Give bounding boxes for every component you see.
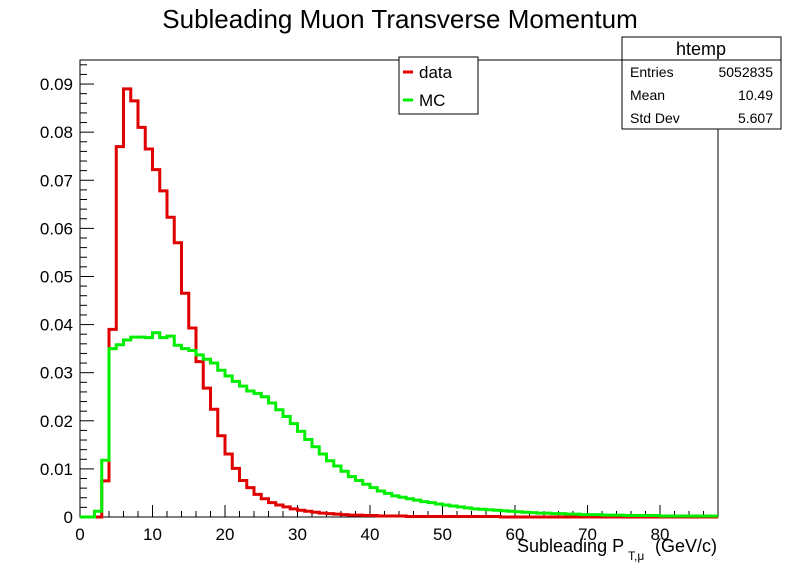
x-axis-label-subscript: T,μ <box>628 549 644 563</box>
x-tick-label: 0 <box>75 525 84 544</box>
stats-value-entries: 5052835 <box>718 64 773 80</box>
y-tick-labels: 0 0.01 0.02 0.03 0.04 0.05 0.06 0.07 0.08 0.09 <box>40 75 73 527</box>
y-tick-label: 0.02 <box>40 412 73 431</box>
stats-box-frame <box>621 36 782 130</box>
x-axis-label-unit: (GeV/c) <box>655 536 717 556</box>
x-tick-label: 50 <box>433 525 452 544</box>
stats-value-mean: 10.49 <box>738 87 773 103</box>
series-line-data <box>80 87 718 519</box>
x-tick-label: 10 <box>143 525 162 544</box>
series-layer <box>80 87 718 519</box>
x-tick-label: 80 <box>651 525 670 544</box>
x-tick-label: 70 <box>578 525 597 544</box>
legend-label-mc: MC <box>419 91 445 110</box>
x-tick-label: 30 <box>288 525 307 544</box>
x-axis-label-main: Subleading P <box>517 536 624 556</box>
x-tick-labels: 0 10 20 30 40 50 60 70 80 <box>75 525 669 544</box>
legend-box <box>398 56 479 115</box>
y-tick-label: 0.01 <box>40 460 73 479</box>
y-tick-label: 0.08 <box>40 123 73 142</box>
y-tick-label: 0.09 <box>40 75 73 94</box>
stats-label-stddev: Std Dev <box>630 110 680 126</box>
x-tick-label: 60 <box>506 525 525 544</box>
x-axis-label: Subleading P <box>517 536 624 556</box>
stats-label-mean: Mean <box>630 87 665 103</box>
x-tick-label: 20 <box>216 525 235 544</box>
y-tick-label: 0.03 <box>40 364 73 383</box>
stats-box-title: htemp <box>676 39 726 59</box>
y-tick-label: 0 <box>64 508 73 527</box>
legend: data MC <box>398 56 479 115</box>
y-tick-label: 0.06 <box>40 219 73 238</box>
x-tick-label: 40 <box>361 525 380 544</box>
stats-box: htemp Entries 5052835 Mean 10.49 Std Dev… <box>621 36 782 130</box>
axis-ticks <box>79 64 719 518</box>
y-tick-label: 0.05 <box>40 267 73 286</box>
series-line-mc <box>80 331 718 519</box>
y-tick-label: 0.04 <box>40 316 73 335</box>
y-tick-label: 0.07 <box>40 171 73 190</box>
chart-title: Subleading Muon Transverse Momentum <box>162 4 637 34</box>
legend-label-data: data <box>419 63 453 82</box>
stats-label-entries: Entries <box>630 64 674 80</box>
stats-value-stddev: 5.607 <box>738 110 773 126</box>
